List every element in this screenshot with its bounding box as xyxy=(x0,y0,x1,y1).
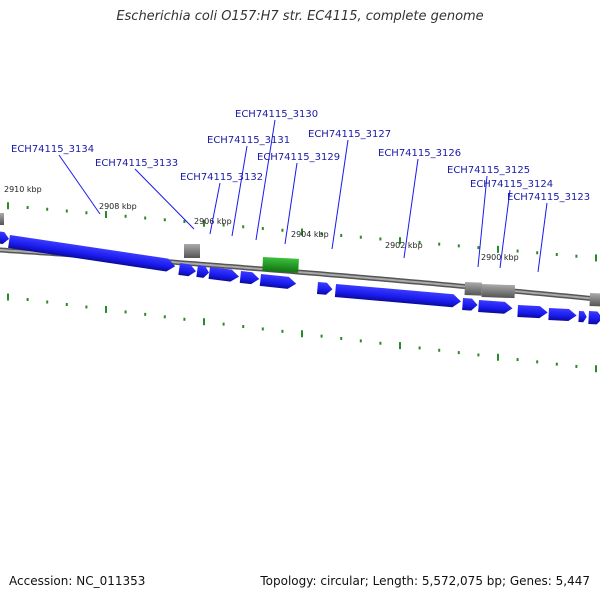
gene-feature xyxy=(178,263,196,277)
accession-text: Accession: NC_011353 xyxy=(9,574,146,588)
gene-label: ECH74115_3127 xyxy=(308,129,391,140)
scale-label: 2904 kbp xyxy=(291,230,329,239)
gene-feature xyxy=(0,231,10,245)
gene-label: ECH74115_3131 xyxy=(207,135,290,146)
gene-leader-line xyxy=(499,189,511,269)
gene-feature xyxy=(259,274,297,289)
gene-label: ECH74115_3126 xyxy=(378,148,461,159)
gene-label: ECH74115_3125 xyxy=(447,165,530,176)
gene-feature xyxy=(184,244,200,258)
gene-feature xyxy=(239,271,260,285)
gene-label: ECH74115_3123 xyxy=(507,192,590,203)
page-title: Escherichia coli O157:H7 str. EC4115, co… xyxy=(116,9,484,24)
gene-label: ECH74115_3124 xyxy=(470,179,553,190)
scale-label: 2900 kbp xyxy=(481,253,519,262)
gene-leader-line xyxy=(209,182,221,235)
gene-feature xyxy=(8,235,176,272)
scale-label: 2902 kbp xyxy=(385,241,423,250)
gene-leader-line xyxy=(255,119,276,241)
gene-feature xyxy=(478,300,513,314)
gene-feature xyxy=(588,311,600,325)
gene-leader-line xyxy=(58,154,101,215)
gene-leader-line xyxy=(477,175,488,268)
gene-feature xyxy=(517,305,548,319)
gene-feature xyxy=(548,308,577,322)
gene-feature xyxy=(589,293,600,307)
gene-feature xyxy=(481,284,515,299)
gene-feature xyxy=(462,298,478,311)
gene-label: ECH74115_3130 xyxy=(235,109,318,120)
gene-feature xyxy=(464,282,482,296)
gene-feature xyxy=(208,267,240,282)
gene-label: ECH74115_3133 xyxy=(95,158,178,169)
gene-feature xyxy=(334,284,461,308)
gene-leader-line xyxy=(331,139,349,250)
gene-feature xyxy=(196,265,210,278)
gene-feature xyxy=(578,311,587,323)
gene-feature xyxy=(316,282,333,295)
gene-leader-line xyxy=(403,158,419,259)
gene-label: ECH74115_3134 xyxy=(11,144,94,155)
gene-label: ECH74115_3132 xyxy=(180,172,263,183)
gene-feature xyxy=(262,257,299,273)
gene-leader-line xyxy=(284,162,298,245)
genome-summary-text: Topology: circular; Length: 5,572,075 bp… xyxy=(260,574,590,588)
gene-label: ECH74115_3129 xyxy=(257,152,340,163)
gene-leader-line xyxy=(231,145,248,237)
scale-label: 2908 kbp xyxy=(99,202,137,211)
gene-leader-line xyxy=(537,202,548,273)
gene-leader-line xyxy=(134,168,195,230)
gene-feature xyxy=(0,213,4,225)
scale-label: 2910 kbp xyxy=(4,185,42,194)
